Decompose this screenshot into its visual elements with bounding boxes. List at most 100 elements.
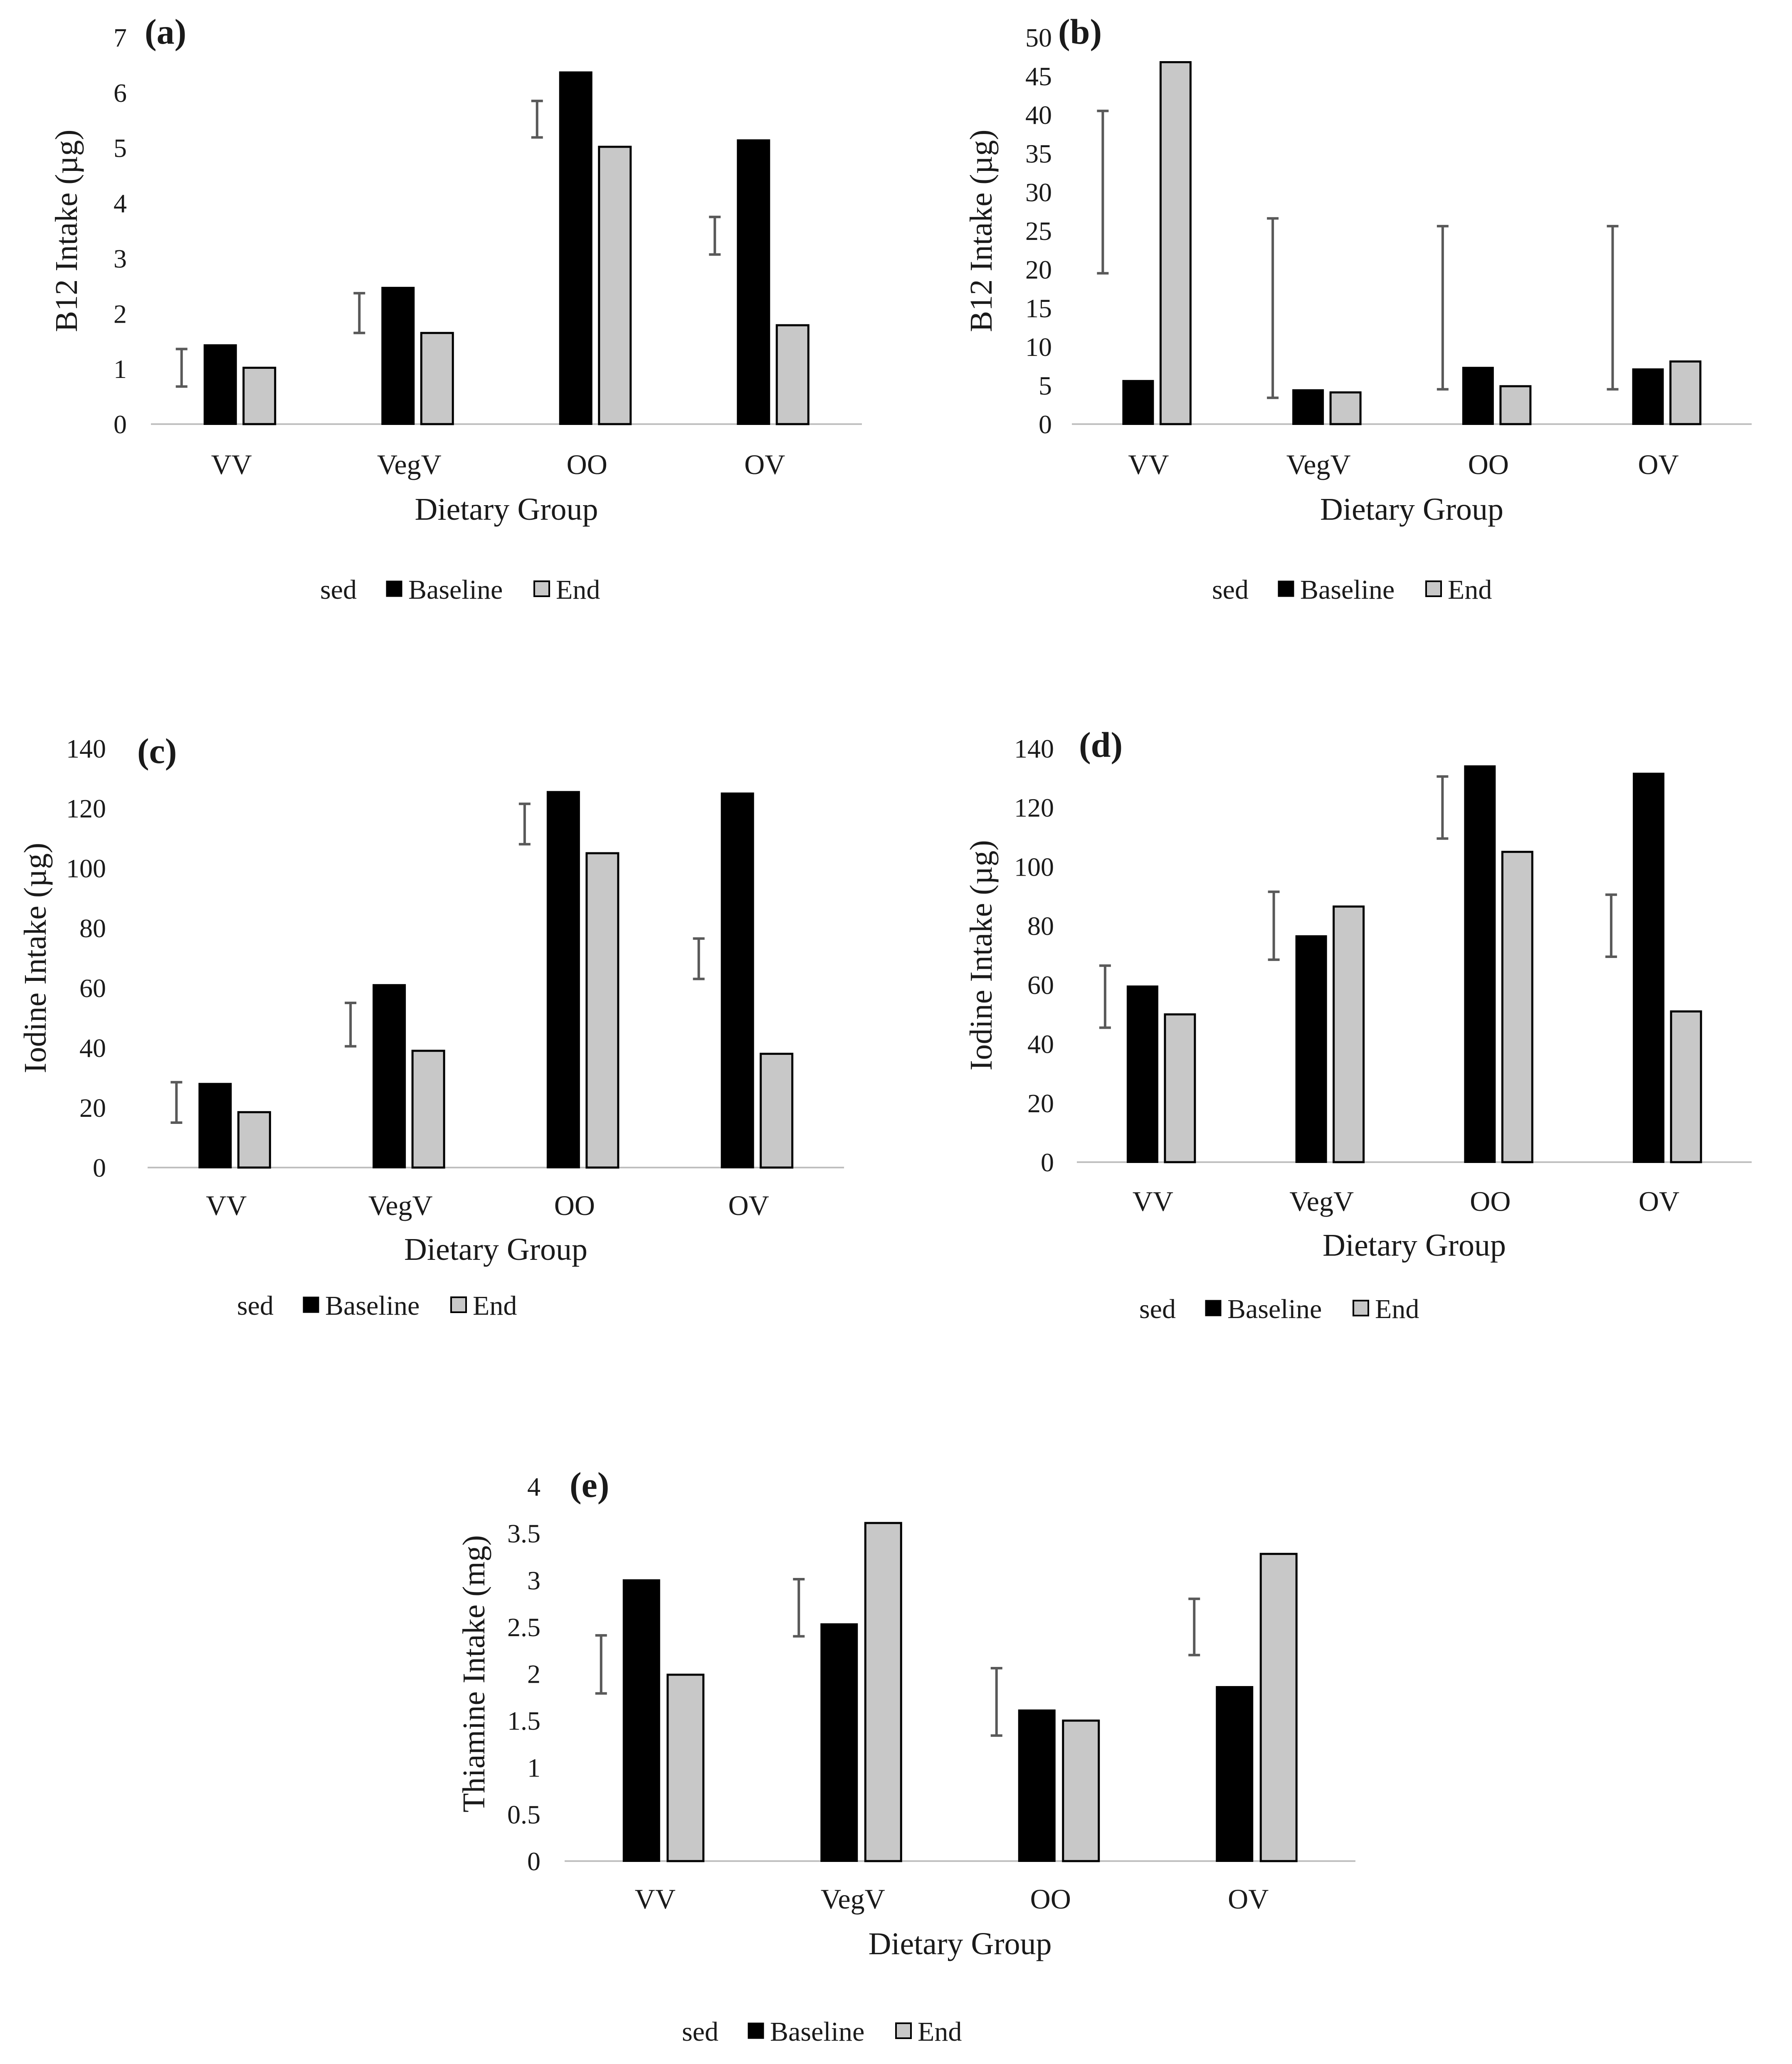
y-tick-label: 2: [527, 1659, 541, 1689]
sed-error-bar-OO: [518, 802, 531, 846]
y-tick-label: 2: [114, 299, 127, 328]
y-axis-title: B12 Intake (µg): [49, 130, 84, 332]
bar-end-OO: [1501, 851, 1533, 1163]
bar-end-VV: [242, 366, 276, 425]
y-tick-label: 15: [1025, 294, 1052, 323]
x-tick-label: VegV: [1289, 1185, 1354, 1217]
bar-baseline-VV: [203, 344, 237, 425]
x-tick-label: OV: [744, 449, 785, 480]
bar-end-OO: [598, 146, 632, 425]
y-tick-label: 0: [1041, 1148, 1054, 1177]
x-tick-label: OO: [1030, 1883, 1071, 1915]
y-tick-label: 20: [79, 1093, 106, 1123]
bar-baseline-VegV: [381, 286, 415, 425]
bar-end-VV: [1159, 61, 1192, 425]
y-tick-label: 140: [1014, 734, 1054, 763]
y-tick-label: 100: [66, 854, 106, 883]
bar-end-VegV: [1329, 391, 1362, 425]
bar-end-OV: [760, 1052, 794, 1169]
panel-label: (d): [1079, 725, 1123, 765]
bar-baseline-VV: [1126, 985, 1158, 1163]
bar-end-VV: [666, 1674, 705, 1862]
legend-swatch-end: [450, 1296, 467, 1313]
x-tick-label: OO: [1470, 1185, 1511, 1217]
bar-baseline-OV: [1216, 1686, 1254, 1862]
sed-error-bar-OV: [1607, 225, 1619, 391]
x-tick-label: VV: [1128, 449, 1169, 480]
sed-error-bar-OV: [1605, 893, 1617, 958]
legend-label-end: End: [1375, 1294, 1419, 1324]
y-tick-label: 1.5: [507, 1706, 541, 1736]
sed-error-bar-OO: [990, 1667, 1002, 1737]
y-tick-label: 45: [1025, 62, 1052, 91]
legend-swatch-baseline: [303, 1296, 319, 1313]
y-tick-label: 80: [79, 913, 106, 943]
x-tick-label: OO: [1468, 449, 1509, 480]
x-tick-label: VV: [206, 1190, 247, 1221]
legend-swatch-baseline: [1205, 1300, 1222, 1316]
legend-swatch-baseline: [748, 2022, 764, 2039]
y-tick-label: 1: [527, 1753, 541, 1783]
sed-error-bar-VegV: [345, 1002, 357, 1048]
x-tick-label: VegV: [821, 1883, 885, 1915]
x-tick-label: VV: [635, 1883, 676, 1915]
legend: sed Baseline End: [1212, 575, 1492, 605]
y-tick-label: 60: [79, 973, 106, 1003]
bar-end-VegV: [420, 332, 454, 425]
legend-swatch-end: [895, 2022, 912, 2039]
x-tick-label: OV: [728, 1190, 769, 1221]
y-tick-label: 20: [1025, 255, 1052, 284]
y-tick-label: 40: [1027, 1030, 1054, 1059]
sed-error-bar-VV: [595, 1634, 607, 1695]
legend: sed Baseline End: [682, 2017, 962, 2047]
sed-error-bar-OO: [531, 99, 543, 139]
x-tick-label: VegV: [377, 449, 442, 480]
bar-baseline-VegV: [820, 1623, 858, 1862]
x-tick-label: VegV: [368, 1190, 433, 1221]
y-tick-label: 1: [114, 354, 127, 384]
chart-panel-a: 0 1 2 3 4 5 6 7 VV VegV OO OV Dietary Group B12 Intak…: [49, 12, 862, 605]
x-axis-title: Dietary Group: [415, 492, 598, 527]
bar-baseline-OV: [1632, 368, 1664, 425]
x-tick-label: VegV: [1286, 449, 1351, 480]
sed-error-bar-OV: [709, 215, 721, 256]
y-tick-label: 25: [1025, 216, 1052, 246]
bar-end-OO: [1499, 385, 1532, 425]
legend-label-sed: sed: [1139, 1294, 1176, 1324]
panel-label: (a): [145, 12, 186, 52]
legend-label-end: End: [918, 2017, 962, 2047]
legend-label-baseline: Baseline: [1300, 575, 1395, 605]
y-tick-label: 5: [1039, 371, 1052, 400]
legend: sed Baseline End: [320, 575, 600, 605]
bar-end-OV: [775, 324, 810, 425]
bar-end-OV: [1259, 1553, 1298, 1862]
bar-baseline-OO: [1018, 1709, 1056, 1862]
legend-label-end: End: [556, 575, 600, 605]
panel-label: (e): [570, 1465, 609, 1505]
bar-baseline-OO: [1462, 367, 1494, 425]
sed-error-bar-VV: [1099, 964, 1111, 1029]
sed-error-bar-VegV: [1268, 890, 1280, 961]
bar-baseline-VV: [1122, 380, 1154, 425]
x-tick-label: VV: [1133, 1185, 1173, 1217]
chart-panel-d: 0 20 40 60 80 100 120 140 VV VegV OO OV Dietary Grou…: [964, 725, 1752, 1324]
x-tick-label: OO: [554, 1190, 595, 1221]
bar-end-OO: [1062, 1719, 1100, 1862]
bar-baseline-VegV: [1292, 389, 1324, 425]
y-tick-label: 40: [1025, 100, 1052, 130]
sed-error-bar-VV: [170, 1081, 183, 1124]
legend-label-sed: sed: [237, 1291, 274, 1321]
legend-swatch-end: [533, 580, 550, 597]
x-tick-label: OV: [1228, 1883, 1269, 1915]
y-axis-title: Iodine Intake (µg): [18, 843, 53, 1073]
bar-baseline-OO: [1464, 765, 1496, 1163]
sed-error-bar-VegV: [793, 1578, 805, 1638]
y-tick-label: 20: [1027, 1089, 1054, 1118]
y-tick-label: 3: [527, 1565, 541, 1595]
panel-label: (c): [137, 731, 177, 771]
bar-end-VV: [1164, 1013, 1196, 1163]
sed-error-bar-VegV: [1267, 217, 1279, 399]
sed-error-bar-VegV: [353, 292, 365, 334]
legend-label-sed: sed: [320, 575, 357, 605]
